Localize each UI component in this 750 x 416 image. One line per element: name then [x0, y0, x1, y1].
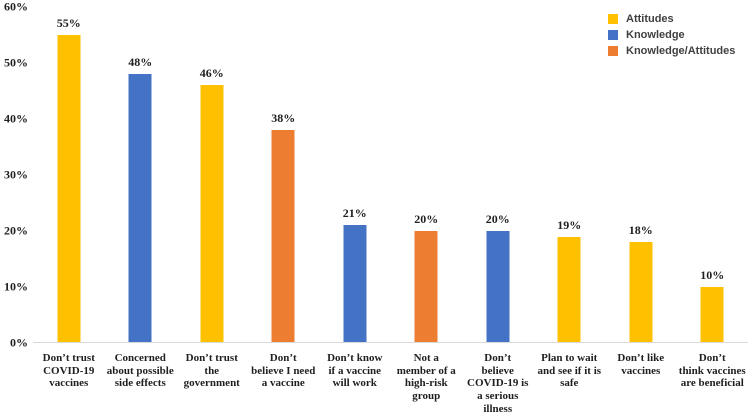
x-axis-category-label: Not a member of a high-risk group: [396, 352, 456, 402]
y-axis-tick-label: 40%: [4, 111, 28, 126]
bar-group: 55% Don’t trust COVID-19 vaccines: [33, 7, 105, 389]
bar-value-label: 18%: [628, 223, 653, 238]
bar-group: 46% Don’t trust the government: [176, 7, 248, 389]
y-axis-tick-label: 60%: [4, 0, 28, 14]
bar[interactable]: [57, 35, 81, 343]
bar-group: 21% Don’t know if a vaccine will work: [319, 7, 391, 389]
bar-value-label: 55%: [56, 16, 81, 30]
bar[interactable]: [128, 74, 152, 343]
bar-value-label: 20%: [485, 212, 510, 227]
bar-value-label: 38%: [271, 111, 296, 126]
y-axis-tick-label: 50%: [4, 55, 28, 70]
y-axis: 0% 10% 20% 30% 40% 50% 60%: [0, 0, 30, 350]
legend-swatch-icon: [608, 46, 618, 56]
legend-label: Knowledge/Attitudes: [626, 45, 736, 57]
legend-item: Knowledge/Attitudes: [608, 45, 735, 57]
x-axis-category-label: Don’t trust the government: [183, 352, 240, 390]
bar-group: 18% Don’t like vaccines: [605, 7, 677, 376]
legend-swatch-icon: [608, 14, 618, 24]
y-axis-tick-label: 30%: [4, 167, 28, 182]
x-axis-category-label: Don’t think vaccines are beneficial: [678, 352, 746, 390]
bar[interactable]: [486, 231, 510, 343]
bar[interactable]: [271, 130, 295, 343]
bar[interactable]: [557, 236, 581, 343]
y-axis-tick-label: 20%: [4, 223, 28, 238]
x-axis-category-label: Don’t believe I need a vaccine: [251, 352, 316, 390]
x-axis-category-label: Don’t like vaccines: [617, 352, 665, 377]
legend-item: Attitudes: [608, 13, 735, 25]
x-axis-category-label: Don’t know if a vaccine will work: [327, 352, 383, 390]
legend-item: Knowledge: [608, 29, 735, 41]
bar-value-label: 10%: [700, 268, 725, 283]
bar-group: 20% Not a member of a high-risk group: [391, 7, 463, 402]
bar[interactable]: [700, 287, 724, 343]
bar-group: 48% Concerned about possible side effects: [105, 7, 177, 389]
x-axis-category-label: Don’t believe COVID-19 is a serious illn…: [467, 352, 529, 415]
y-axis-tick-label: 10%: [4, 279, 28, 294]
legend-label: Attitudes: [626, 13, 674, 25]
bars-container: 55% Don’t trust COVID-19 vaccines 48% Conce…: [33, 7, 749, 415]
bar-value-label: 46%: [199, 66, 224, 81]
bar[interactable]: [414, 231, 438, 343]
x-axis-category-label: Concerned about possible side effects: [106, 352, 174, 390]
bar-value-label: 48%: [128, 55, 153, 70]
bar-value-label: 20%: [414, 212, 439, 227]
bar-group: 20% Don’t believe COVID-19 is a serious i…: [462, 7, 534, 415]
legend-swatch-icon: [608, 30, 618, 40]
y-axis-tick-label: 0%: [10, 335, 28, 350]
bar[interactable]: [200, 85, 224, 343]
bar-value-label: 21%: [342, 206, 367, 221]
bar-group: 10% Don’t think vaccines are beneficial: [677, 7, 749, 389]
plot-area: 55% Don’t trust COVID-19 vaccines 48% Conce…: [33, 7, 749, 415]
x-axis-category-label: Plan to wait and see if it is safe: [537, 352, 602, 390]
legend-label: Knowledge: [626, 29, 685, 41]
bar[interactable]: [629, 242, 653, 343]
x-axis-category-label: Don’t trust COVID-19 vaccines: [42, 352, 95, 390]
legend: Attitudes Knowledge Knowledge/Attitudes: [608, 13, 735, 61]
bar-group: 19% Plan to wait and see if it is safe: [534, 7, 606, 390]
x-axis-line: [33, 342, 748, 343]
bar[interactable]: [343, 225, 367, 343]
bar-group: 38% Don’t believe I need a vaccine: [248, 7, 320, 389]
bar-value-label: 19%: [557, 217, 582, 232]
